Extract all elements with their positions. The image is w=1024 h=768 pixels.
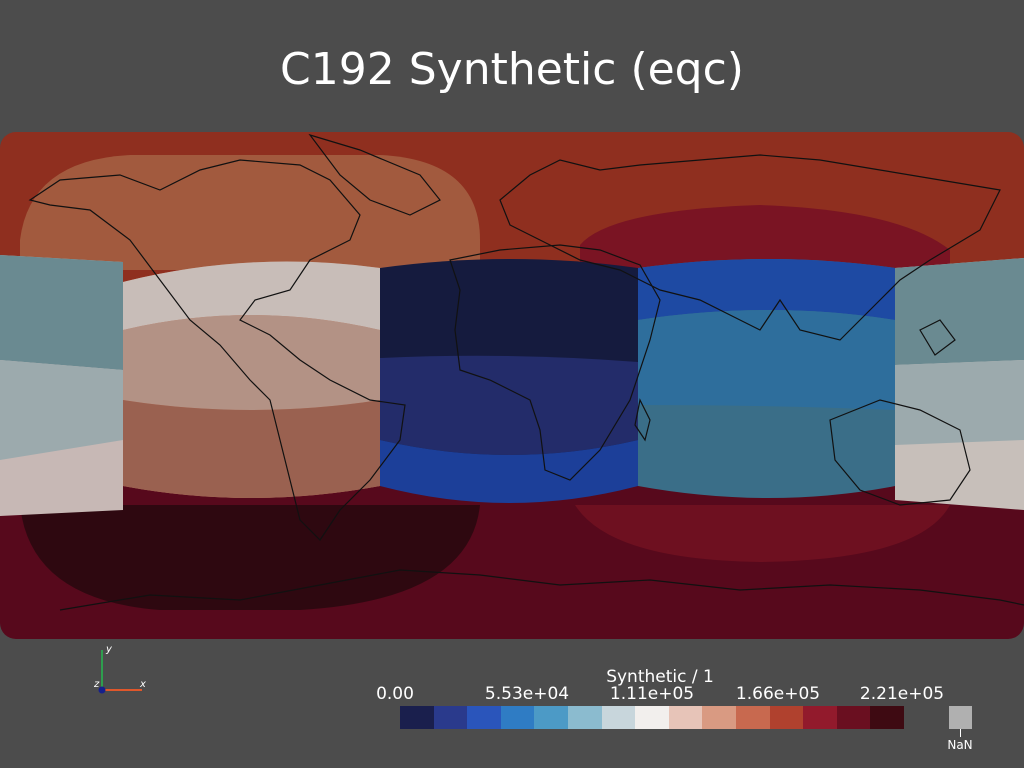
- colorbar-swatch: [433, 706, 468, 729]
- colorbar-swatch: [836, 706, 871, 729]
- y-axis-label: y: [105, 644, 113, 655]
- north-cap-americas: [20, 155, 480, 270]
- north-cap-asia: [580, 205, 950, 275]
- cube-sphere-field: [0, 132, 1024, 639]
- colorbar-swatch: [534, 706, 568, 729]
- colorbar: [400, 706, 904, 729]
- nan-swatch: [949, 706, 972, 729]
- orientation-axes: y x z: [93, 644, 146, 694]
- legend-tick: 0.00: [376, 684, 414, 704]
- colorbar-swatch: [769, 706, 804, 729]
- legend-tick: 1.11e+05: [609, 684, 695, 704]
- colorbar-swatch: [668, 706, 703, 729]
- south-cap-americas: [20, 505, 480, 610]
- legend-title: Synthetic / 1: [606, 667, 714, 687]
- colorbar-swatch: [635, 706, 669, 729]
- colorbar-swatch: [567, 706, 602, 729]
- colorbar-swatch: [803, 706, 837, 729]
- legend-tick: 2.21e+05: [859, 684, 945, 704]
- nan-tick: [960, 729, 961, 737]
- plot-title: C192 Synthetic (eqc): [280, 44, 744, 95]
- nan-label: NaN: [947, 738, 973, 752]
- x-axis-label: x: [139, 679, 146, 690]
- colorbar-swatch: [400, 706, 434, 729]
- south-cap-asia: [575, 505, 950, 562]
- coastlines: [28, 133, 1024, 611]
- z-axis-dot: [98, 686, 106, 694]
- colorbar-swatch: [702, 706, 736, 729]
- legend-tick: 5.53e+04: [484, 684, 570, 704]
- colorbar-swatch: [870, 706, 904, 729]
- colorbar-swatch: [500, 706, 535, 729]
- colorbar-swatch: [467, 706, 501, 729]
- legend-tick: 1.66e+05: [735, 684, 821, 704]
- colorbar-swatch: [735, 706, 770, 729]
- colorbar-swatch: [601, 706, 636, 729]
- z-axis-label: z: [93, 679, 100, 690]
